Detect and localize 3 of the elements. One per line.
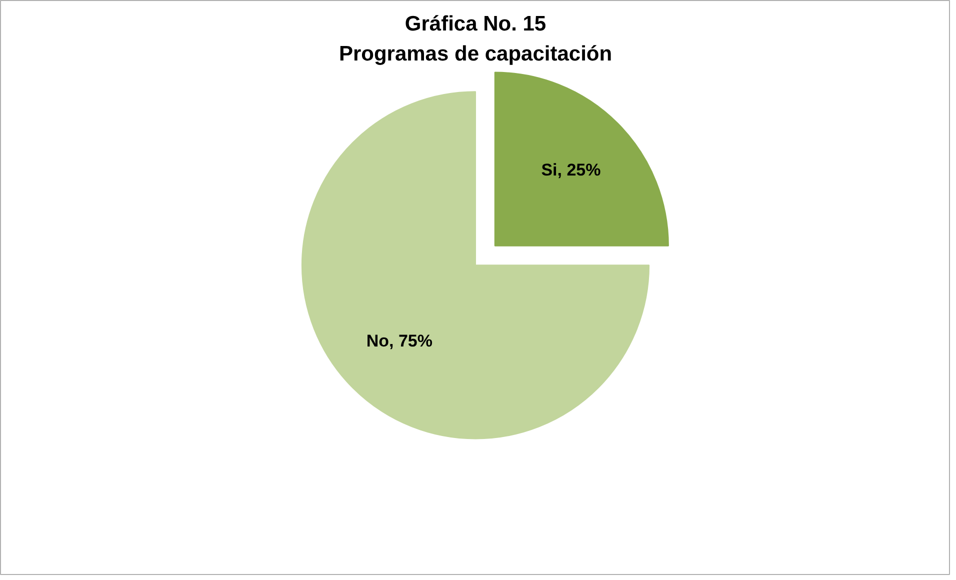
chart-title: Gráfica No. 15 Programas de capacitación — [338, 12, 612, 66]
slice-label: No, 75% — [366, 332, 432, 351]
slice-label: Si, 25% — [541, 160, 601, 180]
